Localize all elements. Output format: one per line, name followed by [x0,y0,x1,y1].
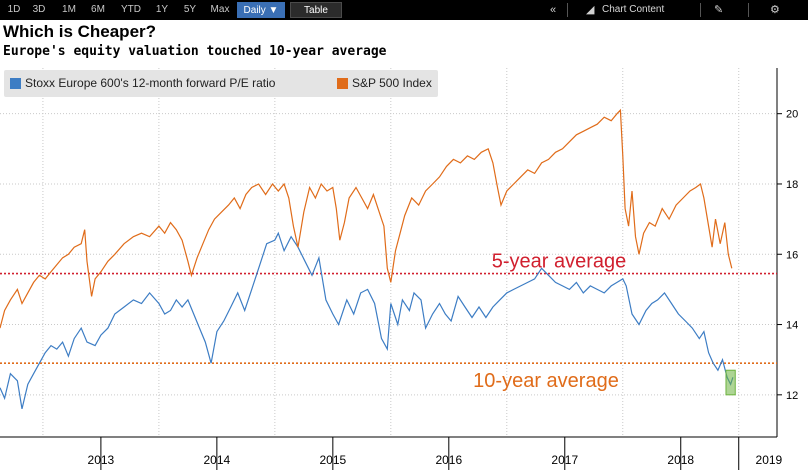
legend: Stoxx Europe 600's 12-month forward P/E … [4,70,438,97]
range-max[interactable]: Max [210,4,230,15]
range-6m[interactable]: 6M [91,4,105,15]
table-button[interactable]: Table [290,2,342,18]
series-line-sp500 [0,108,733,329]
chart-subtitle: Europe's equity valuation touched 10-yea… [3,44,387,59]
series-line-stoxx [0,231,734,410]
y-tick-label: 16 [786,249,798,261]
range-1m[interactable]: 1M [62,4,76,15]
range-5y[interactable]: 5Y [183,4,197,15]
range-1y[interactable]: 1Y [155,4,169,15]
legend-label-stoxx: Stoxx Europe 600's 12-month forward P/E … [25,76,276,90]
legend-swatch-sp500 [337,78,348,89]
legend-label-sp500: S&P 500 Index [352,76,432,90]
toolbar-separator [748,3,749,17]
range-3d[interactable]: 3D [32,4,46,15]
frequency-dropdown[interactable]: Daily ▼ [237,2,285,18]
y-tick-label: 14 [786,320,798,332]
chart-title: Which is Cheaper? [3,22,157,41]
annotation-10-year-average: 10-year average [473,370,619,392]
chart-content-button[interactable]: Chart Content [602,4,665,15]
edit-icon[interactable]: ✎ [714,4,724,16]
chart-content-icon[interactable]: ◢ [586,4,595,16]
y-tick-label: 18 [786,179,798,191]
range-ytd[interactable]: YTD [121,4,141,15]
toolbar: 1D 3D 1M 6M YTD 1Y 5Y Max Daily ▼ Table … [0,0,808,20]
annotation-5-year-average: 5-year average [492,251,627,273]
gear-icon[interactable]: ⚙ [770,4,780,16]
legend-swatch-stoxx [10,78,21,89]
range-1d[interactable]: 1D [7,4,21,15]
plot-area [0,68,777,437]
x-tick-label: 2019 [756,453,783,467]
highlight-box [725,369,736,396]
y-tick-label: 12 [786,390,798,402]
double-chevron-left-icon[interactable]: « [549,4,557,16]
y-tick-label: 20 [786,109,798,121]
toolbar-separator [700,3,701,17]
toolbar-separator [567,3,568,17]
